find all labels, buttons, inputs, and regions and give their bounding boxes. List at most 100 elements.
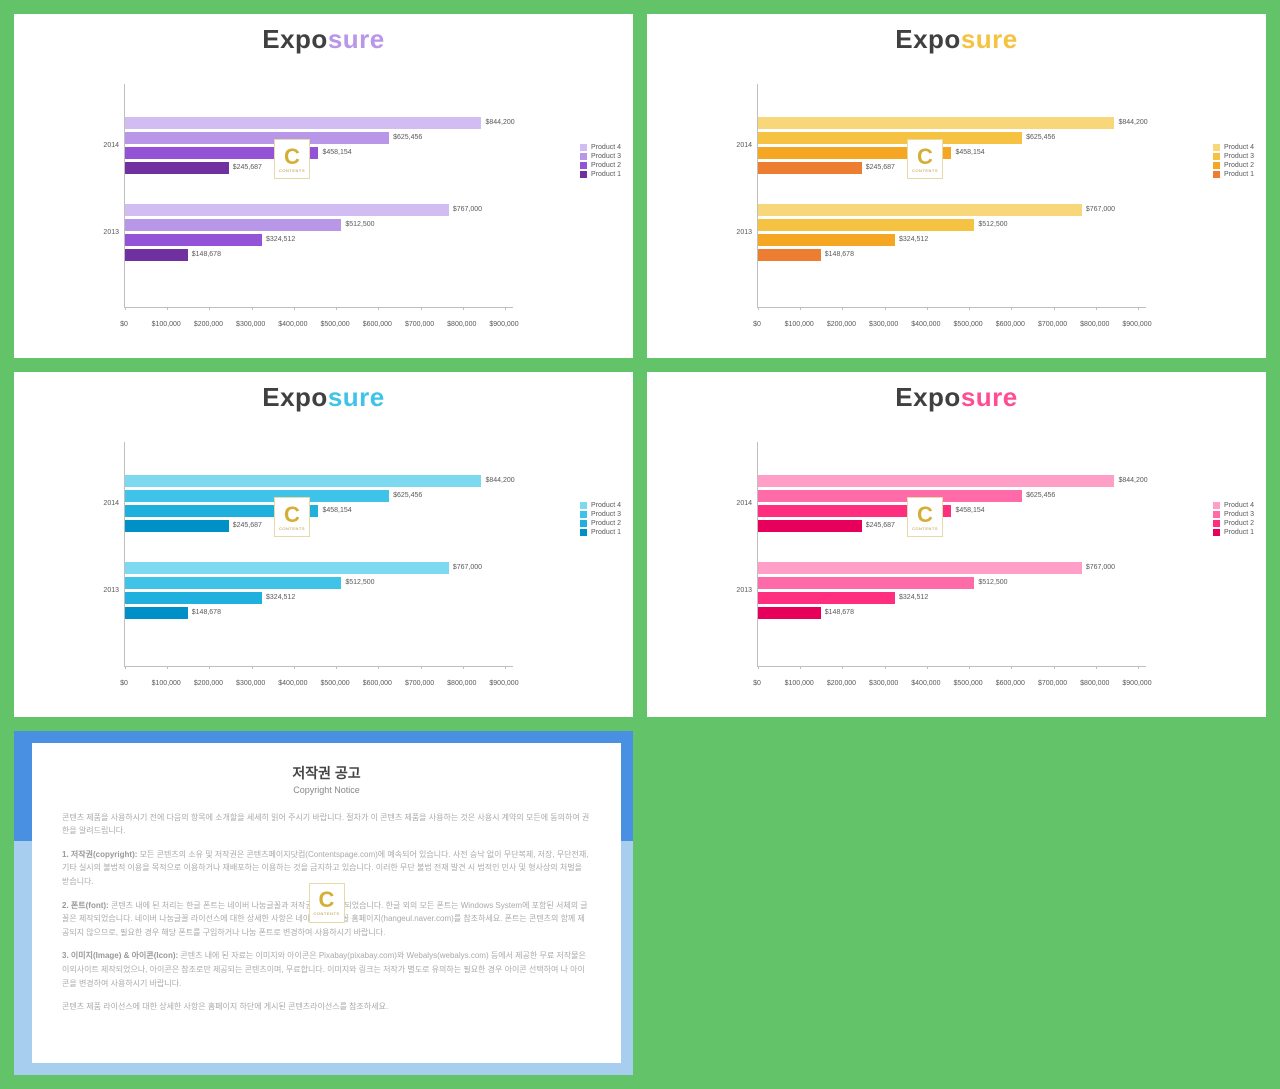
chart-wrap: $844,200$625,456$458,154$245,687$767,000… <box>84 442 513 686</box>
x-axis-tick-label: $600,000 <box>363 680 392 687</box>
watermark-letter: C <box>284 146 300 168</box>
legend-item: Product 2 <box>1213 162 1254 169</box>
x-axis-tick-label: $700,000 <box>405 680 434 687</box>
bar-value-label: $245,687 <box>866 522 895 529</box>
x-axis-tick-label: $500,000 <box>954 680 983 687</box>
legend-swatch <box>580 153 587 160</box>
legend-item: Product 1 <box>1213 171 1254 178</box>
legend-label: Product 3 <box>1224 153 1254 160</box>
bar-value-label: $458,154 <box>955 149 984 156</box>
watermark-sub: CONTENTS <box>912 168 938 173</box>
bar-value-label: $767,000 <box>453 206 482 213</box>
x-axis-tick-label: $100,000 <box>785 680 814 687</box>
copyright-panel: 저작권 공고Copyright Notice콘텐츠 제품을 사용하시기 전에 다… <box>14 731 633 1075</box>
legend-swatch <box>580 502 587 509</box>
watermark-letter: C <box>917 504 933 526</box>
legend-swatch <box>580 171 587 178</box>
legend: Product 4Product 3Product 2Product 1 <box>580 144 621 180</box>
legend-item: Product 4 <box>1213 144 1254 151</box>
bar <box>758 562 1082 574</box>
legend-swatch <box>580 144 587 151</box>
y-axis-category-label: 2013 <box>717 229 752 236</box>
legend-item: Product 4 <box>580 144 621 151</box>
copyright-intro: 콘텐츠 제품을 사용하시기 전에 다음의 항목에 소개할을 세세히 읽어 주시기… <box>62 811 591 838</box>
chart-wrap: $844,200$625,456$458,154$245,687$767,000… <box>717 84 1146 328</box>
x-axis-tick-label: $0 <box>753 321 761 328</box>
legend-label: Product 1 <box>1224 171 1254 178</box>
copyright-section-head: 1. 저작권(copyright): <box>62 850 140 859</box>
bar <box>758 219 974 231</box>
chart-plot-area: $844,200$625,456$458,154$245,687$767,000… <box>757 442 1146 666</box>
bar <box>125 117 481 129</box>
bar <box>125 234 262 246</box>
bar-value-label: $148,678 <box>192 251 221 258</box>
bar-value-label: $512,500 <box>345 221 374 228</box>
bar-value-label: $512,500 <box>978 221 1007 228</box>
bar <box>758 117 1114 129</box>
watermark-badge: CCONTENTS <box>907 139 943 179</box>
x-axis-tick-label: $0 <box>120 321 128 328</box>
legend-swatch <box>1213 502 1220 509</box>
chart-plot-area: $844,200$625,456$458,154$245,687$767,000… <box>757 84 1146 308</box>
x-axis-tick-label: $800,000 <box>1080 680 1109 687</box>
x-axis-tick-label: $400,000 <box>278 321 307 328</box>
bar-value-label: $844,200 <box>1118 119 1147 126</box>
x-axis-tick-label: $300,000 <box>869 321 898 328</box>
x-axis-tick-label: $600,000 <box>996 321 1025 328</box>
bar-value-label: $148,678 <box>192 609 221 616</box>
legend-item: Product 1 <box>580 171 621 178</box>
x-axis-tick-label: $400,000 <box>278 680 307 687</box>
legend-item: Product 1 <box>1213 529 1254 536</box>
bar <box>125 249 188 261</box>
copyright-outro: 콘텐츠 제품 라이선스에 대한 상세한 사항은 홈페이지 하단에 게시된 콘텐츠… <box>62 1000 591 1014</box>
chart-title: Exposure <box>14 382 633 413</box>
x-axis-tick-label: $200,000 <box>827 321 856 328</box>
legend: Product 4Product 3Product 2Product 1 <box>580 502 621 538</box>
x-axis-tick-label: $900,000 <box>489 321 518 328</box>
bar <box>758 592 895 604</box>
watermark-badge: CCONTENTS <box>274 497 310 537</box>
watermark-sub: CONTENTS <box>279 168 305 173</box>
title-part-a: Expo <box>895 382 961 412</box>
legend-swatch <box>1213 144 1220 151</box>
legend-item: Product 2 <box>1213 520 1254 527</box>
bar-value-label: $245,687 <box>233 522 262 529</box>
bar <box>758 204 1082 216</box>
x-axis-tick-label: $200,000 <box>194 680 223 687</box>
legend-swatch <box>1213 520 1220 527</box>
y-axis-category-label: 2013 <box>84 229 119 236</box>
legend: Product 4Product 3Product 2Product 1 <box>1213 502 1254 538</box>
legend-label: Product 4 <box>591 144 621 151</box>
x-axis-tick-label: $600,000 <box>363 321 392 328</box>
y-axis-category-label: 2014 <box>84 142 119 149</box>
bar <box>758 520 862 532</box>
x-axis-tick-label: $700,000 <box>1038 680 1067 687</box>
watermark-badge: CCONTENTS <box>309 883 345 923</box>
legend-swatch <box>580 511 587 518</box>
legend-item: Product 4 <box>580 502 621 509</box>
legend-label: Product 3 <box>1224 511 1254 518</box>
x-axis-tick-label: $200,000 <box>827 680 856 687</box>
watermark-letter: C <box>917 146 933 168</box>
legend-swatch <box>1213 171 1220 178</box>
x-axis-tick-label: $0 <box>753 680 761 687</box>
bar-value-label: $324,512 <box>899 236 928 243</box>
bar <box>758 249 821 261</box>
copyright-section-head: 3. 이미지(Image) & 아이콘(Icon): <box>62 951 180 960</box>
x-axis-tick-label: $800,000 <box>447 321 476 328</box>
legend-item: Product 3 <box>1213 511 1254 518</box>
x-axis-tick-label: $400,000 <box>911 321 940 328</box>
bar-value-label: $458,154 <box>322 507 351 514</box>
x-axis-tick-label: $800,000 <box>447 680 476 687</box>
copyright-subtitle: Copyright Notice <box>62 785 591 795</box>
bar-value-label: $458,154 <box>955 507 984 514</box>
bar-value-label: $767,000 <box>1086 206 1115 213</box>
legend-item: Product 2 <box>580 520 621 527</box>
title-part-b: sure <box>328 382 385 412</box>
title-part-b: sure <box>961 382 1018 412</box>
panel-grid: Exposure$844,200$625,456$458,154$245,687… <box>0 0 1280 1089</box>
x-axis-tick-label: $900,000 <box>489 680 518 687</box>
bar-value-label: $844,200 <box>485 119 514 126</box>
x-axis-tick-label: $500,000 <box>954 321 983 328</box>
bar <box>125 592 262 604</box>
